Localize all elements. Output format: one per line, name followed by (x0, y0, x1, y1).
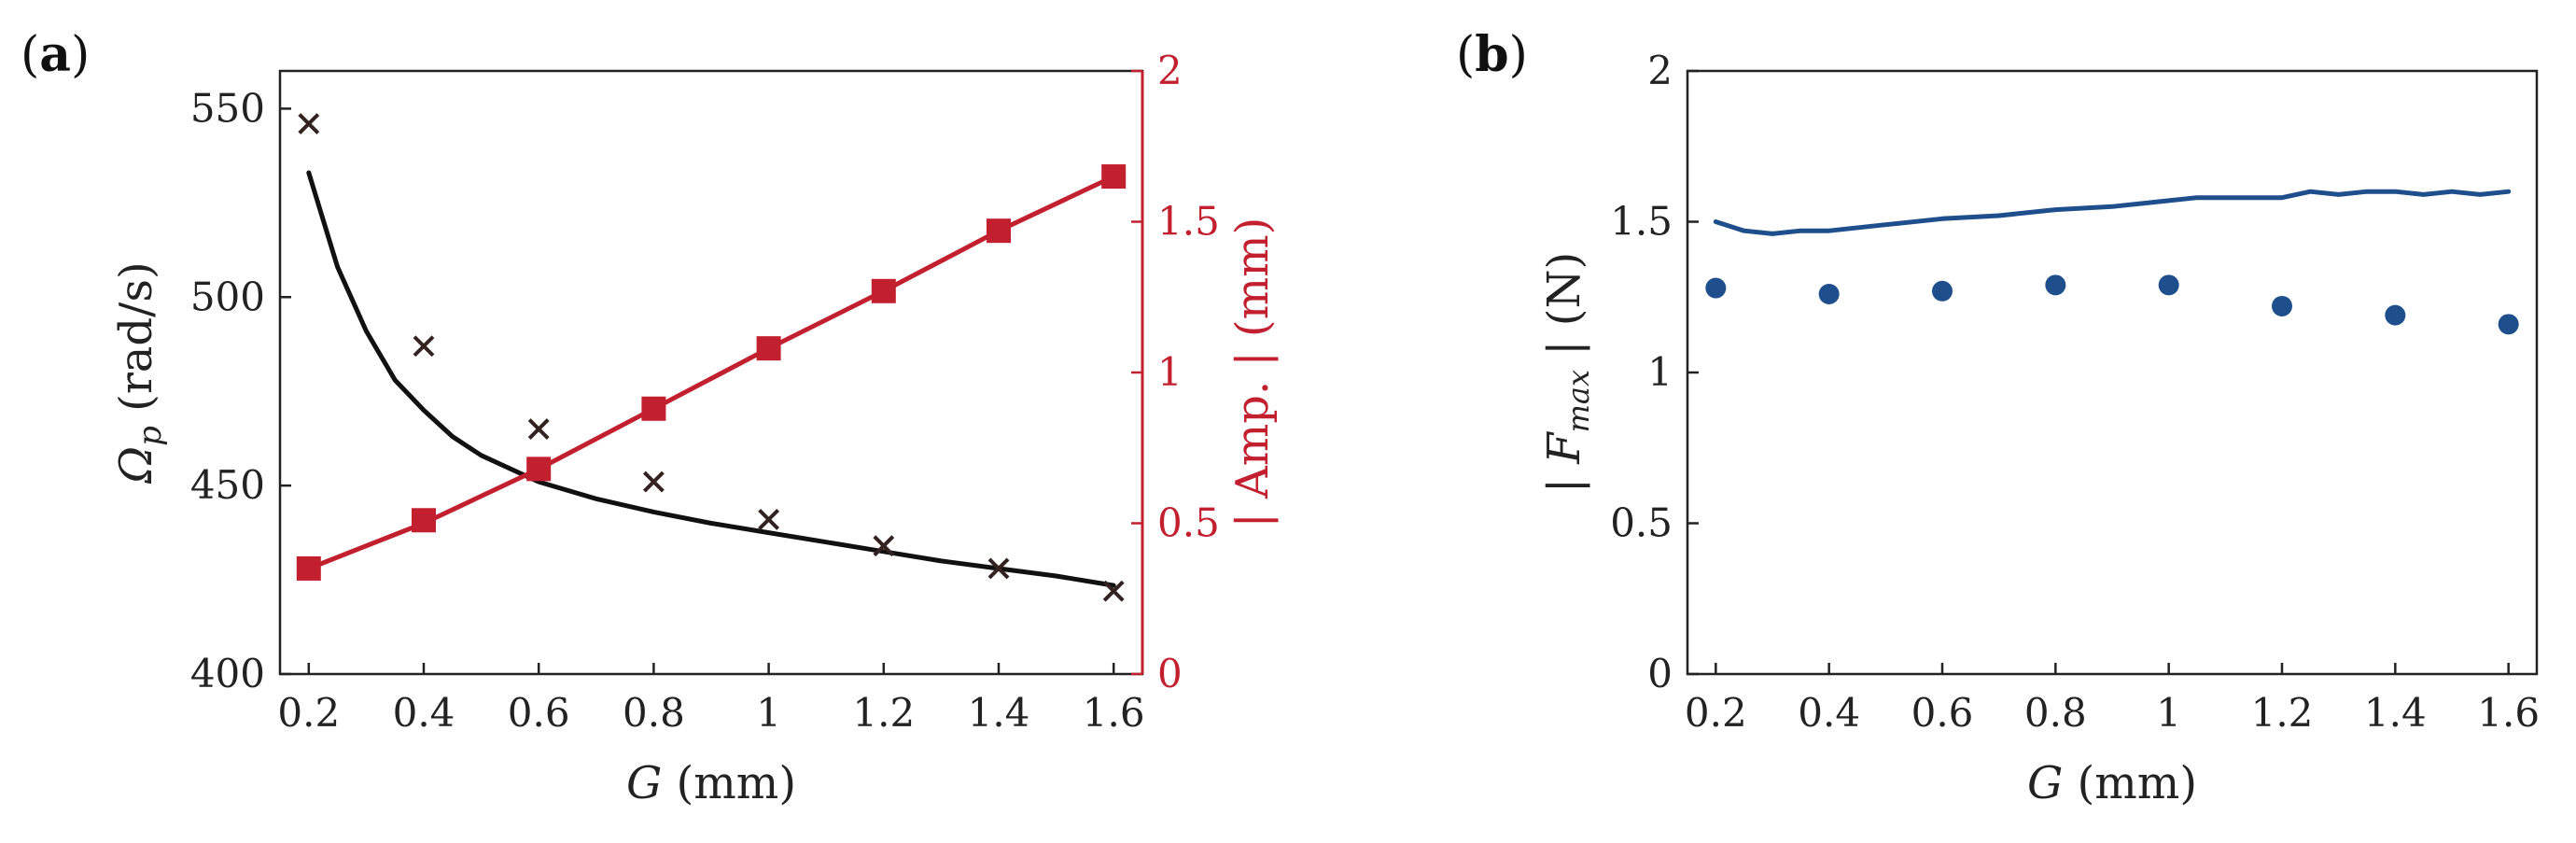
panel-b-plot-frame (1686, 69, 2539, 676)
data-point-amp-experiment (1101, 164, 1127, 190)
data-point-fmax-experiment (2272, 295, 2292, 316)
panel-a-y-ticks: 400 450 500 550 (190, 85, 291, 696)
panel-b-markers (1705, 274, 2519, 335)
panel-a-x-ticks: 0.2 0.4 0.6 0.8 1 1.2 1.4 1.6 (277, 663, 1145, 736)
y2-tick-label: 1.5 (1157, 199, 1220, 245)
panel-b-y-axis-label: | Fmax | (N) (1538, 252, 1596, 493)
data-point-amp-experiment (987, 218, 1011, 244)
data-point-p-experiment (873, 535, 895, 557)
panel-b-x-ticks: 0.2 0.4 0.6 0.8 1 1.2 1.4 1.6 (1685, 663, 2540, 736)
x-tick-label: 1 (756, 690, 781, 736)
data-point-p-experiment (642, 471, 665, 493)
y2-tick-label: 0 (1157, 651, 1183, 696)
panel-b-lines (1713, 189, 2512, 236)
panel-a-y2-axis-label: | Amp. | (mm) (1226, 218, 1279, 528)
data-point-amp-experiment (412, 508, 436, 533)
data-point-fmax-experiment (2385, 304, 2406, 326)
y2-tick-label: 2 (1157, 48, 1183, 93)
y-tick-label: 2 (1647, 48, 1673, 93)
data-point-fmax-experiment (2158, 274, 2179, 296)
data-point-amp-experiment (296, 555, 321, 581)
data-point-p-experiment (758, 509, 780, 530)
x-tick-label: 1.6 (1083, 690, 1145, 736)
panel-a-lines (306, 170, 1116, 588)
x-tick-label: 0.6 (1911, 690, 1974, 736)
panel-b: (b) 0.2 0.4 0.6 0.8 1 1.2 1.4 1.6 0 0.5 1 1.5 2 G (… (1456, 26, 2540, 809)
data-point-amp-experiment (871, 278, 896, 303)
panel-b-label: (b) (1456, 26, 1528, 83)
series-line-p-simulation (306, 170, 1116, 588)
y-tick-label: 450 (190, 462, 265, 508)
x-tick-label: 1 (2156, 690, 2181, 736)
x-tick-label: 0.2 (277, 690, 340, 736)
panel-a-plot-frame (278, 69, 1144, 676)
panel-a: (a) 0.2 0.4 0.6 0.8 1 1.2 1.4 1.6 400450500550 … (21, 26, 1279, 809)
x-tick-label: 0.2 (1685, 690, 1747, 736)
x-tick-label: 0.4 (393, 690, 455, 736)
x-tick-label: 0.4 (1798, 690, 1860, 736)
data-point-amp-experiment (641, 396, 666, 421)
x-tick-label: 0.8 (623, 690, 685, 736)
data-point-p-experiment (1102, 580, 1125, 602)
data-point-p-experiment (987, 557, 1010, 580)
x-tick-label: 1.2 (2251, 690, 2314, 736)
data-point-fmax-experiment (2045, 274, 2066, 296)
y-tick-label: 500 (190, 274, 265, 319)
panel-a-markers (296, 113, 1127, 602)
panel-a-x-axis-label: G (mm) (626, 757, 796, 809)
y2-tick-label: 0.5 (1157, 500, 1220, 546)
x-tick-label: 1.2 (852, 690, 915, 736)
y-tick-label: 1.5 (1610, 199, 1673, 245)
data-point-amp-experiment (756, 336, 781, 361)
panel-a-y2-ticks: 0 0.5 1 1.5 2 (1131, 48, 1220, 696)
panel-a-label: (a) (21, 26, 90, 83)
panel-b-x-axis-label: G (mm) (2027, 757, 2197, 809)
x-tick-label: 0.6 (508, 690, 570, 736)
y2-tick-label: 1 (1157, 349, 1183, 395)
data-point-amp-experiment (526, 457, 552, 482)
data-point-p-experiment (298, 113, 320, 134)
y-tick-label: 0.5 (1610, 500, 1673, 546)
x-tick-label: 1.4 (2364, 690, 2427, 736)
data-point-fmax-experiment (1932, 280, 1953, 302)
data-point-fmax-experiment (1818, 284, 1840, 305)
x-tick-label: 1.6 (2477, 690, 2540, 736)
data-point-fmax-experiment (2498, 314, 2519, 335)
x-tick-label: 1.4 (968, 690, 1030, 736)
y-tick-label: 1 (1647, 349, 1673, 395)
x-tick-label: 0.8 (2024, 690, 2087, 736)
y-tick-label: 400 (190, 651, 265, 696)
panel-b-y-ticks: 0 0.5 1 1.5 2 (1610, 48, 1699, 696)
data-point-p-experiment (413, 335, 435, 358)
series-line-fmax-simulation (1713, 189, 2512, 236)
series-line-amp-simulation (306, 174, 1116, 571)
y-tick-label: 0 (1647, 651, 1673, 696)
panel-a-y-axis-label: Ωp (rad/s) (110, 261, 169, 484)
y-tick-label: 550 (190, 85, 265, 131)
data-point-p-experiment (527, 418, 550, 440)
data-point-fmax-experiment (1705, 277, 1727, 299)
